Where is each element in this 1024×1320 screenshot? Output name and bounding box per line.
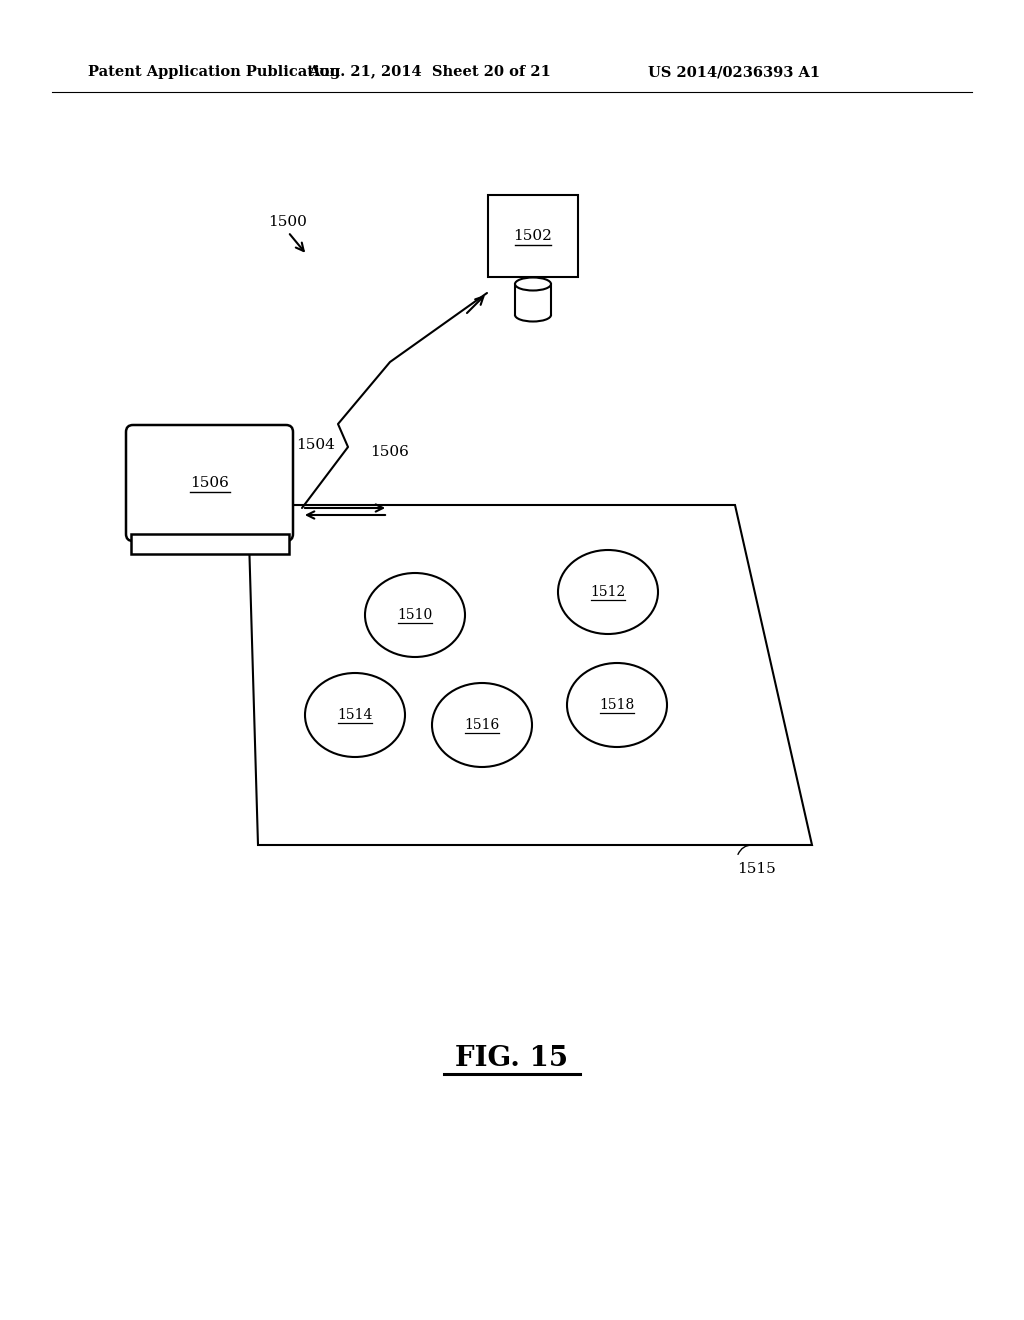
Text: 1506: 1506	[370, 445, 409, 459]
Text: 1515: 1515	[737, 862, 776, 876]
FancyBboxPatch shape	[126, 425, 293, 541]
Text: 1512: 1512	[591, 585, 626, 599]
Text: 1518: 1518	[599, 698, 635, 711]
Bar	[488, 195, 578, 277]
Ellipse shape	[567, 663, 667, 747]
Ellipse shape	[305, 673, 406, 756]
Ellipse shape	[365, 573, 465, 657]
Text: Patent Application Publication: Patent Application Publication	[88, 65, 340, 79]
Ellipse shape	[515, 309, 551, 322]
Text: 1510: 1510	[397, 609, 432, 622]
Text: FIG. 15: FIG. 15	[456, 1044, 568, 1072]
Text: 1514: 1514	[337, 708, 373, 722]
Ellipse shape	[515, 277, 551, 290]
Text: US 2014/0236393 A1: US 2014/0236393 A1	[648, 65, 820, 79]
Text: Aug. 21, 2014  Sheet 20 of 21: Aug. 21, 2014 Sheet 20 of 21	[308, 65, 552, 79]
Text: 1504: 1504	[296, 438, 335, 451]
Bar	[515, 284, 551, 315]
Text: 1516: 1516	[464, 718, 500, 733]
Text: 1506: 1506	[190, 477, 229, 490]
Polygon shape	[248, 506, 812, 845]
Ellipse shape	[558, 550, 658, 634]
Text: 1500: 1500	[268, 215, 307, 228]
Text: 1502: 1502	[514, 228, 552, 243]
Ellipse shape	[432, 682, 532, 767]
Bar	[131, 535, 289, 554]
